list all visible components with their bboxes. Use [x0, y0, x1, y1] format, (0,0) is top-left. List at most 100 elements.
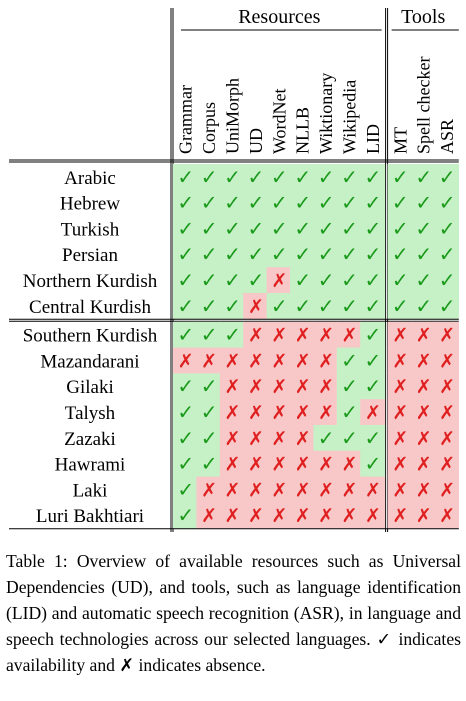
check-mark-northern-kurdish-9: ✓	[392, 268, 409, 292]
check-mark-southern-kurdish-8: ✓	[365, 323, 382, 347]
check-mark-gilaki-7: ✓	[341, 374, 358, 398]
cross-mark-gilaki-6: ✗	[318, 376, 334, 398]
check-mark-arabic-8: ✓	[365, 165, 382, 189]
cross-mark-gilaki-9: ✗	[392, 376, 408, 398]
cross-mark-gilaki-5: ✗	[295, 376, 311, 398]
check-mark-arabic-3: ✓	[248, 165, 265, 189]
cross-mark-talysh-9: ✗	[392, 402, 408, 424]
check-mark-northern-kurdish-11: ✓	[439, 268, 456, 292]
row-label-turkish: Turkish	[61, 219, 120, 240]
check-mark-arabic-2: ✓	[224, 165, 241, 189]
cross-mark-hawrami-9: ✗	[392, 454, 408, 476]
cross-mark-southern-kurdish-3: ✗	[248, 325, 264, 347]
check-mark-persian-8: ✓	[365, 242, 382, 266]
check-mark-persian-11: ✓	[439, 242, 456, 266]
check-mark-talysh-0: ✓	[177, 400, 194, 424]
check-mark-zazaki-6: ✓	[318, 426, 335, 450]
check-mark-arabic-6: ✓	[318, 165, 335, 189]
cross-mark-central-kurdish-3: ✗	[248, 296, 264, 318]
check-mark-arabic-9: ✓	[392, 165, 409, 189]
cross-mark-southern-kurdish-11: ✗	[439, 325, 455, 347]
cross-mark-laki-4: ✗	[271, 479, 287, 501]
cross-mark-hawrami-11: ✗	[439, 454, 455, 476]
column-header-lid: LID	[363, 124, 383, 154]
column-header-corpus: Corpus	[199, 102, 219, 154]
check-mark-hebrew-10: ✓	[415, 191, 432, 215]
cross-mark-gilaki-3: ✗	[248, 376, 264, 398]
check-mark-hawrami-8: ✓	[365, 452, 382, 476]
cross-mark-luri-bakhtiari-3: ✗	[248, 505, 264, 527]
check-mark-central-kurdish-9: ✓	[392, 294, 409, 318]
cross-mark-gilaki-4: ✗	[271, 376, 287, 398]
table-caption: Table 1: Overview of available resources…	[6, 548, 461, 678]
check-mark-hebrew-5: ✓	[294, 191, 311, 215]
check-mark-hebrew-1: ✓	[201, 191, 218, 215]
check-mark-persian-10: ✓	[415, 242, 432, 266]
check-mark-southern-kurdish-2: ✓	[224, 323, 241, 347]
cross-mark-laki-6: ✗	[318, 479, 334, 501]
check-mark-persian-5: ✓	[294, 242, 311, 266]
check-mark-northern-kurdish-7: ✓	[341, 268, 358, 292]
check-mark-turkish-0: ✓	[177, 216, 194, 240]
check-mark-gilaki-1: ✓	[201, 374, 218, 398]
check-mark-persian-4: ✓	[271, 242, 288, 266]
cross-mark-southern-kurdish-10: ✗	[416, 325, 432, 347]
cross-mark-luri-bakhtiari-7: ✗	[342, 505, 358, 527]
check-mark-zazaki-8: ✓	[365, 426, 382, 450]
column-header-wordnet: WordNet	[269, 88, 289, 154]
cross-mark-mazandarani-2: ✗	[225, 350, 241, 372]
check-mark-luri-bakhtiari-0: ✓	[177, 503, 194, 527]
check-mark-arabic-11: ✓	[439, 165, 456, 189]
caption-yes-mark: ✓	[376, 629, 392, 649]
caption-no-mark: ✗	[119, 655, 134, 675]
check-mark-turkish-10: ✓	[415, 216, 432, 240]
cross-mark-zazaki-10: ✗	[416, 428, 432, 450]
cross-mark-hawrami-6: ✗	[318, 454, 334, 476]
check-mark-gilaki-8: ✓	[365, 374, 382, 398]
cross-mark-talysh-2: ✗	[225, 402, 241, 424]
cross-mark-mazandarani-9: ✗	[392, 350, 408, 372]
group-label-tools: Tools	[401, 6, 445, 28]
column-header-spell-checker: Spell checker	[414, 57, 434, 154]
cross-mark-zazaki-5: ✗	[295, 428, 311, 450]
check-mark-turkish-7: ✓	[341, 216, 358, 240]
cross-mark-luri-bakhtiari-1: ✗	[201, 505, 217, 527]
check-mark-talysh-7: ✓	[341, 400, 358, 424]
check-mark-persian-0: ✓	[177, 242, 194, 266]
row-label-central-kurdish: Central Kurdish	[29, 297, 151, 318]
cross-mark-luri-bakhtiari-10: ✗	[416, 505, 432, 527]
check-mark-central-kurdish-5: ✓	[294, 294, 311, 318]
cross-mark-zazaki-2: ✗	[225, 428, 241, 450]
column-header-grammar: Grammar	[176, 85, 196, 154]
check-mark-turkish-6: ✓	[318, 216, 335, 240]
cross-mark-mazandarani-10: ✗	[416, 350, 432, 372]
check-mark-turkish-4: ✓	[271, 216, 288, 240]
cross-mark-laki-7: ✗	[342, 479, 358, 501]
cross-mark-laki-10: ✗	[416, 479, 432, 501]
cross-mark-southern-kurdish-9: ✗	[392, 325, 408, 347]
cross-mark-hawrami-7: ✗	[342, 454, 358, 476]
cross-mark-mazandarani-5: ✗	[295, 350, 311, 372]
check-mark-arabic-4: ✓	[271, 165, 288, 189]
check-mark-central-kurdish-11: ✓	[439, 294, 456, 318]
cross-mark-mazandarani-1: ✗	[201, 350, 217, 372]
cross-mark-southern-kurdish-5: ✗	[295, 325, 311, 347]
check-mark-mazandarani-8: ✓	[365, 348, 382, 372]
row-label-hawrami: Hawrami	[55, 455, 126, 476]
cross-mark-northern-kurdish-4: ✗	[271, 270, 287, 292]
check-mark-hebrew-0: ✓	[177, 191, 194, 215]
check-mark-central-kurdish-1: ✓	[201, 294, 218, 318]
cross-mark-hawrami-10: ✗	[416, 454, 432, 476]
check-mark-zazaki-1: ✓	[201, 426, 218, 450]
group-label-resources: Resources	[238, 6, 320, 28]
check-mark-northern-kurdish-8: ✓	[365, 268, 382, 292]
check-mark-turkish-5: ✓	[294, 216, 311, 240]
cross-mark-mazandarani-3: ✗	[248, 350, 264, 372]
cross-mark-talysh-4: ✗	[271, 402, 287, 424]
check-mark-turkish-1: ✓	[201, 216, 218, 240]
cross-mark-hawrami-5: ✗	[295, 454, 311, 476]
cross-mark-talysh-11: ✗	[439, 402, 455, 424]
cross-mark-hawrami-3: ✗	[248, 454, 264, 476]
check-mark-talysh-1: ✓	[201, 400, 218, 424]
check-mark-arabic-5: ✓	[294, 165, 311, 189]
